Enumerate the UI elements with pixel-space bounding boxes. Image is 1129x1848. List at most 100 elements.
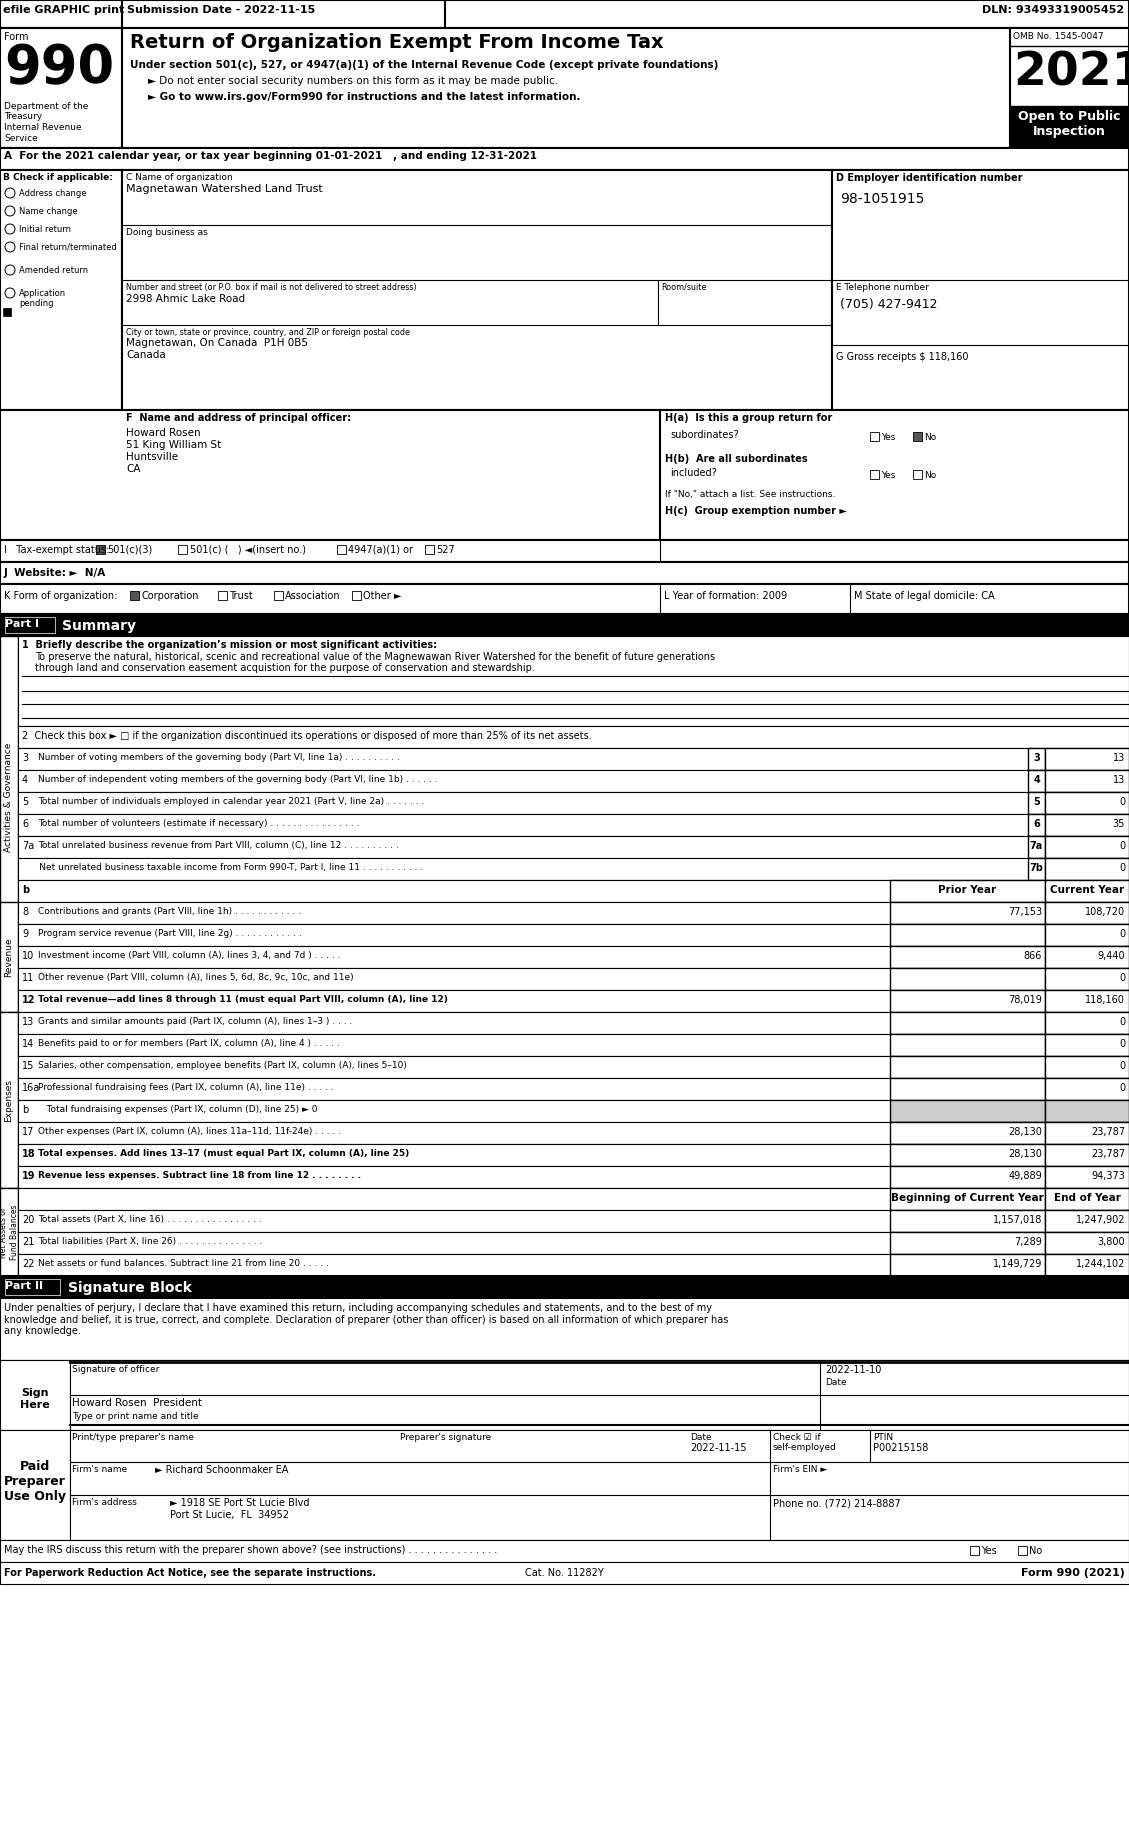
Text: 6: 6: [1033, 819, 1040, 830]
Text: 3: 3: [1033, 752, 1040, 763]
Text: Number of voting members of the governing body (Part VI, line 1a) . . . . . . . : Number of voting members of the governin…: [38, 752, 400, 761]
Bar: [1018, 1547, 1027, 1554]
Text: 98-1051915: 98-1051915: [840, 192, 925, 205]
Text: Huntsville: Huntsville: [126, 453, 178, 462]
Text: 7,289: 7,289: [1014, 1236, 1042, 1247]
Bar: [1010, 28, 1129, 148]
Text: 17: 17: [21, 1127, 34, 1137]
Bar: [1045, 857, 1129, 880]
Bar: [1045, 924, 1129, 946]
Text: Type or print name and title: Type or print name and title: [72, 1412, 199, 1421]
Text: 3,800: 3,800: [1097, 1236, 1124, 1247]
Bar: [0, 410, 1129, 540]
Text: Room/suite: Room/suite: [660, 283, 707, 292]
Text: Other revenue (Part VIII, column (A), lines 5, 6d, 8c, 9c, 10c, and 11e): Other revenue (Part VIII, column (A), li…: [38, 974, 353, 981]
Text: Total assets (Part X, line 16) . . . . . . . . . . . . . . . . .: Total assets (Part X, line 16) . . . . .…: [38, 1214, 262, 1223]
Bar: [832, 170, 1129, 410]
Text: 2022-11-15: 2022-11-15: [690, 1443, 746, 1453]
Bar: [890, 1013, 1045, 1035]
Text: Total expenses. Add lines 13–17 (must equal Part IX, column (A), line 25): Total expenses. Add lines 13–17 (must eq…: [38, 1149, 409, 1159]
Text: Check ☑ if: Check ☑ if: [773, 1432, 821, 1441]
Text: Final return/terminated: Final return/terminated: [19, 242, 116, 251]
Text: Submission Date - 2022-11-15: Submission Date - 2022-11-15: [126, 6, 315, 15]
Text: J  Website: ►  N/A: J Website: ► N/A: [5, 567, 106, 578]
Text: CA: CA: [126, 464, 140, 473]
Text: P00215158: P00215158: [873, 1443, 928, 1453]
Bar: [1045, 1144, 1129, 1166]
Bar: [1045, 1166, 1129, 1188]
Text: 14: 14: [21, 1039, 34, 1050]
Bar: [18, 924, 1129, 946]
Bar: [3, 309, 11, 316]
Text: Part I: Part I: [5, 619, 40, 628]
Text: Total unrelated business revenue from Part VIII, column (C), line 12 . . . . . .: Total unrelated business revenue from Pa…: [38, 841, 399, 850]
Text: F  Name and address of principal officer:: F Name and address of principal officer:: [126, 412, 351, 423]
Text: Howard Rosen: Howard Rosen: [126, 429, 201, 438]
Text: 0: 0: [1119, 1039, 1124, 1050]
Text: E Telephone number: E Telephone number: [835, 283, 929, 292]
Text: Date: Date: [690, 1432, 711, 1441]
Bar: [18, 902, 1129, 924]
Text: 7a: 7a: [1030, 841, 1043, 850]
Bar: [1045, 991, 1129, 1013]
Bar: [18, 1188, 1129, 1210]
Bar: [913, 469, 922, 479]
Text: Date: Date: [825, 1379, 847, 1388]
Bar: [0, 902, 18, 1013]
Bar: [1045, 968, 1129, 991]
Text: b: b: [21, 1105, 28, 1114]
Text: 51 King William St: 51 King William St: [126, 440, 221, 451]
Text: 9,440: 9,440: [1097, 952, 1124, 961]
Text: 23,787: 23,787: [1091, 1149, 1124, 1159]
Text: End of Year: End of Year: [1053, 1194, 1120, 1203]
Text: Under penalties of perjury, I declare that I have examined this return, includin: Under penalties of perjury, I declare th…: [5, 1303, 728, 1336]
Bar: [274, 591, 283, 601]
Text: Activities & Governance: Activities & Governance: [5, 743, 14, 852]
Text: A  For the 2021 calendar year, or tax year beginning 01-01-2021   , and ending 1: A For the 2021 calendar year, or tax yea…: [5, 152, 537, 161]
Text: through land and conservation easement acquistion for the purpose of conservatio: through land and conservation easement a…: [35, 663, 535, 673]
Text: Net assets or fund balances. Subtract line 21 from line 20 . . . . .: Net assets or fund balances. Subtract li…: [38, 1258, 329, 1268]
Bar: [122, 170, 832, 410]
Bar: [1045, 1233, 1129, 1255]
Text: 0: 0: [1119, 863, 1124, 872]
Text: 5: 5: [21, 796, 28, 808]
Text: K Form of organization:: K Form of organization:: [5, 591, 117, 601]
Text: Port St Lucie,  FL  34952: Port St Lucie, FL 34952: [170, 1510, 289, 1521]
Text: 1,157,018: 1,157,018: [992, 1214, 1042, 1225]
Bar: [0, 170, 122, 410]
Bar: [18, 1100, 1129, 1122]
Bar: [0, 1275, 1129, 1297]
Text: 13: 13: [1113, 774, 1124, 785]
Text: 2998 Ahmic Lake Road: 2998 Ahmic Lake Road: [126, 294, 245, 305]
Text: Total number of volunteers (estimate if necessary) . . . . . . . . . . . . . . .: Total number of volunteers (estimate if …: [38, 819, 359, 828]
Bar: [890, 1210, 1045, 1233]
Text: Other ►: Other ►: [364, 591, 402, 601]
Text: Other expenses (Part IX, column (A), lines 11a–11d, 11f-24e) . . . . .: Other expenses (Part IX, column (A), lin…: [38, 1127, 341, 1137]
Bar: [890, 1233, 1045, 1255]
Bar: [1045, 1188, 1129, 1210]
Text: Name change: Name change: [19, 207, 78, 216]
Text: Expenses: Expenses: [5, 1079, 14, 1122]
Bar: [890, 1122, 1045, 1144]
Text: Sign
Here: Sign Here: [20, 1388, 50, 1410]
Bar: [1045, 880, 1129, 902]
Bar: [1045, 1013, 1129, 1035]
Text: 13: 13: [1113, 752, 1124, 763]
Text: 19: 19: [21, 1172, 35, 1181]
Text: 118,160: 118,160: [1085, 994, 1124, 1005]
Text: 0: 0: [1119, 796, 1124, 808]
Text: ► Go to www.irs.gov/Form990 for instructions and the latest information.: ► Go to www.irs.gov/Form990 for instruct…: [148, 92, 580, 102]
Text: 108,720: 108,720: [1085, 907, 1124, 917]
Text: Total revenue—add lines 8 through 11 (must equal Part VIII, column (A), line 12): Total revenue—add lines 8 through 11 (mu…: [38, 994, 448, 1003]
Text: Cat. No. 11282Y: Cat. No. 11282Y: [525, 1567, 603, 1578]
Text: 49,889: 49,889: [1008, 1172, 1042, 1181]
Text: 0: 0: [1119, 1083, 1124, 1092]
Bar: [890, 946, 1045, 968]
Text: 1,247,902: 1,247,902: [1076, 1214, 1124, 1225]
Text: Signature of officer: Signature of officer: [72, 1366, 159, 1375]
Bar: [1045, 1077, 1129, 1100]
Text: 1,149,729: 1,149,729: [992, 1258, 1042, 1270]
Bar: [1045, 793, 1129, 813]
Text: If "No," attach a list. See instructions.: If "No," attach a list. See instructions…: [665, 490, 835, 499]
Text: Contributions and grants (Part VIII, line 1h) . . . . . . . . . . . .: Contributions and grants (Part VIII, lin…: [38, 907, 301, 917]
